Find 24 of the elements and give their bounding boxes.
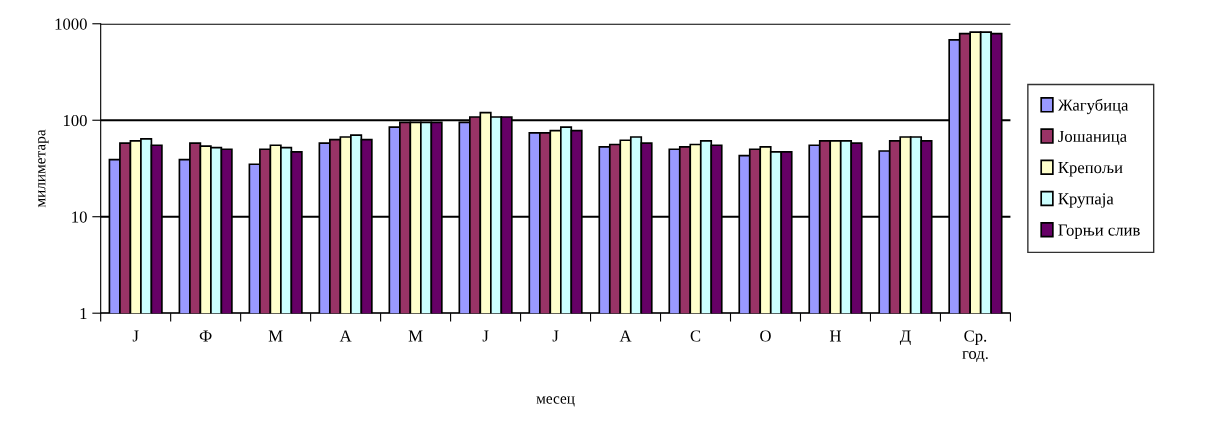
x-tick-label: Ј — [482, 330, 489, 342]
y-tick-label: 100 — [63, 114, 87, 127]
x-tick-label: М — [408, 330, 423, 342]
legend-label: Жагубица — [1057, 98, 1129, 115]
y-tick-label: 1 — [80, 307, 87, 319]
y-tick-label: 10 — [72, 211, 87, 223]
legend-label: Крупаја — [1058, 193, 1114, 208]
x-axis-title: месец — [536, 396, 575, 407]
x-tick-label: А — [619, 330, 632, 342]
x-tick-label: Д — [899, 330, 911, 345]
legend-label: Крепољи — [1058, 162, 1123, 177]
y-tick-label: 1000 — [55, 18, 87, 30]
x-tick-label: Ј — [132, 330, 139, 342]
x-tick-label: Н — [829, 330, 842, 342]
x-tick-label: Ј — [552, 330, 559, 342]
legend-label: Горњи слив — [1058, 224, 1140, 240]
y-axis-title: милиметара — [38, 129, 49, 208]
x-tick-label: С — [690, 330, 701, 342]
x-tick-label: М — [268, 330, 283, 342]
legend-label: Јошаница — [1058, 130, 1127, 146]
x-tick-label: О — [760, 330, 771, 342]
x-tick-label: Ср. год. — [962, 330, 988, 363]
x-tick-label: А — [339, 330, 352, 342]
x-tick-label: Ф — [199, 330, 212, 342]
